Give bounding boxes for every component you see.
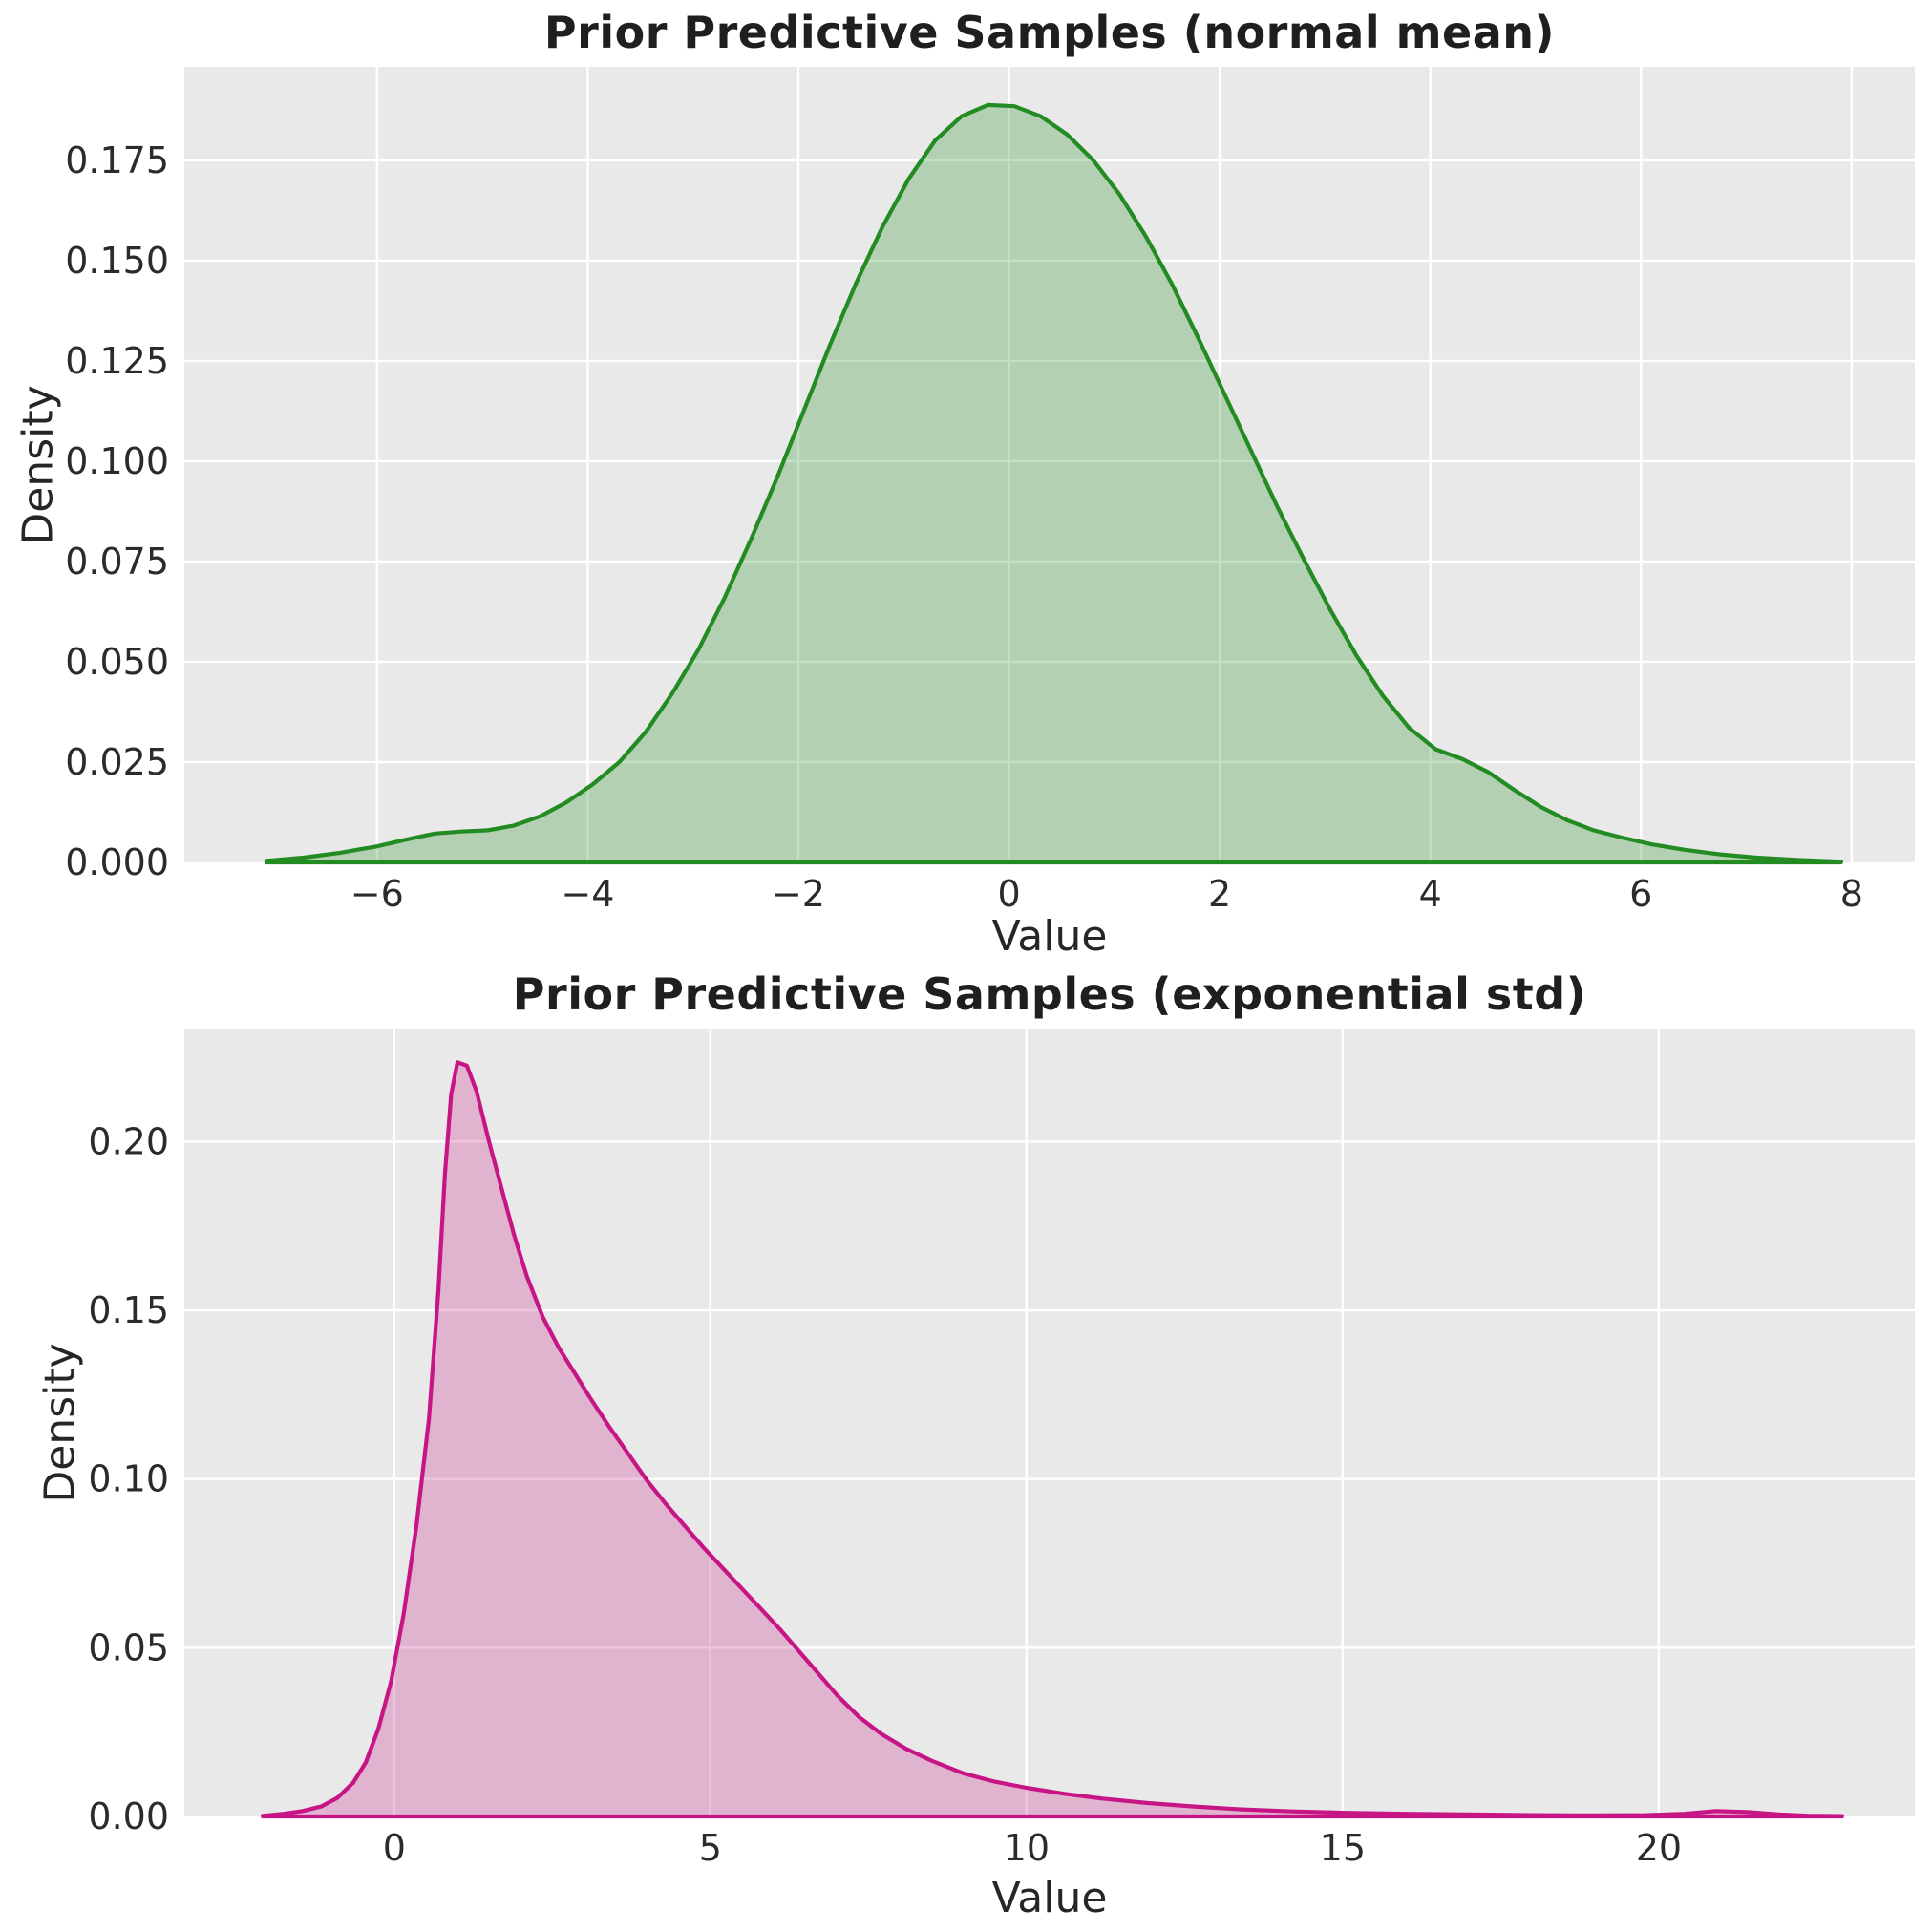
x-axis-label-bottom: Value	[991, 1874, 1108, 1922]
y-tick-label: 0.150	[65, 240, 169, 282]
y-tick-label: 0.075	[65, 541, 169, 583]
y-tick-label: 0.125	[65, 340, 169, 382]
x-tick-label: 5	[699, 1827, 722, 1869]
y-tick-label: 0.050	[65, 641, 169, 683]
x-tick-label: −4	[561, 873, 614, 915]
x-tick-label: −2	[772, 873, 825, 915]
x-tick-label: 8	[1840, 873, 1863, 915]
x-tick-label: 0	[383, 1827, 406, 1869]
kde-line	[261, 1060, 1844, 1819]
chart-title-exponential-std: Prior Predictive Samples (exponential st…	[512, 968, 1587, 1020]
y-tick-label: 0.00	[88, 1795, 169, 1837]
plot-background	[184, 1029, 1915, 1816]
x-tick-label: 4	[1419, 873, 1442, 915]
y-axis-label-bottom: Density	[35, 1343, 85, 1503]
x-tick-label: 6	[1629, 873, 1652, 915]
x-tick-label: −6	[350, 873, 404, 915]
x-axis-label-top: Value	[991, 912, 1108, 961]
x-tick-label: 20	[1636, 1827, 1682, 1869]
y-tick-label: 0.000	[65, 841, 169, 883]
y-tick-label: 0.100	[65, 440, 169, 482]
x-tick-label: 2	[1208, 873, 1231, 915]
y-axis-label-top: Density	[13, 385, 63, 545]
chart-title-normal-mean: Prior Predictive Samples (normal mean)	[543, 7, 1556, 58]
x-tick-label: 10	[1004, 1827, 1050, 1869]
x-tick-label: 15	[1320, 1827, 1366, 1869]
kde-line	[264, 102, 1843, 865]
y-tick-label: 0.15	[88, 1289, 169, 1331]
x-tick-label: 0	[997, 873, 1020, 915]
y-tick-label: 0.025	[65, 741, 169, 783]
y-tick-label: 0.05	[88, 1626, 169, 1668]
y-tick-label: 0.175	[65, 139, 169, 181]
kde-fill	[266, 104, 1841, 862]
kde-fill	[263, 1062, 1842, 1816]
y-tick-label: 0.10	[88, 1458, 169, 1500]
plot-background	[184, 67, 1915, 862]
y-tick-label: 0.20	[88, 1120, 169, 1162]
